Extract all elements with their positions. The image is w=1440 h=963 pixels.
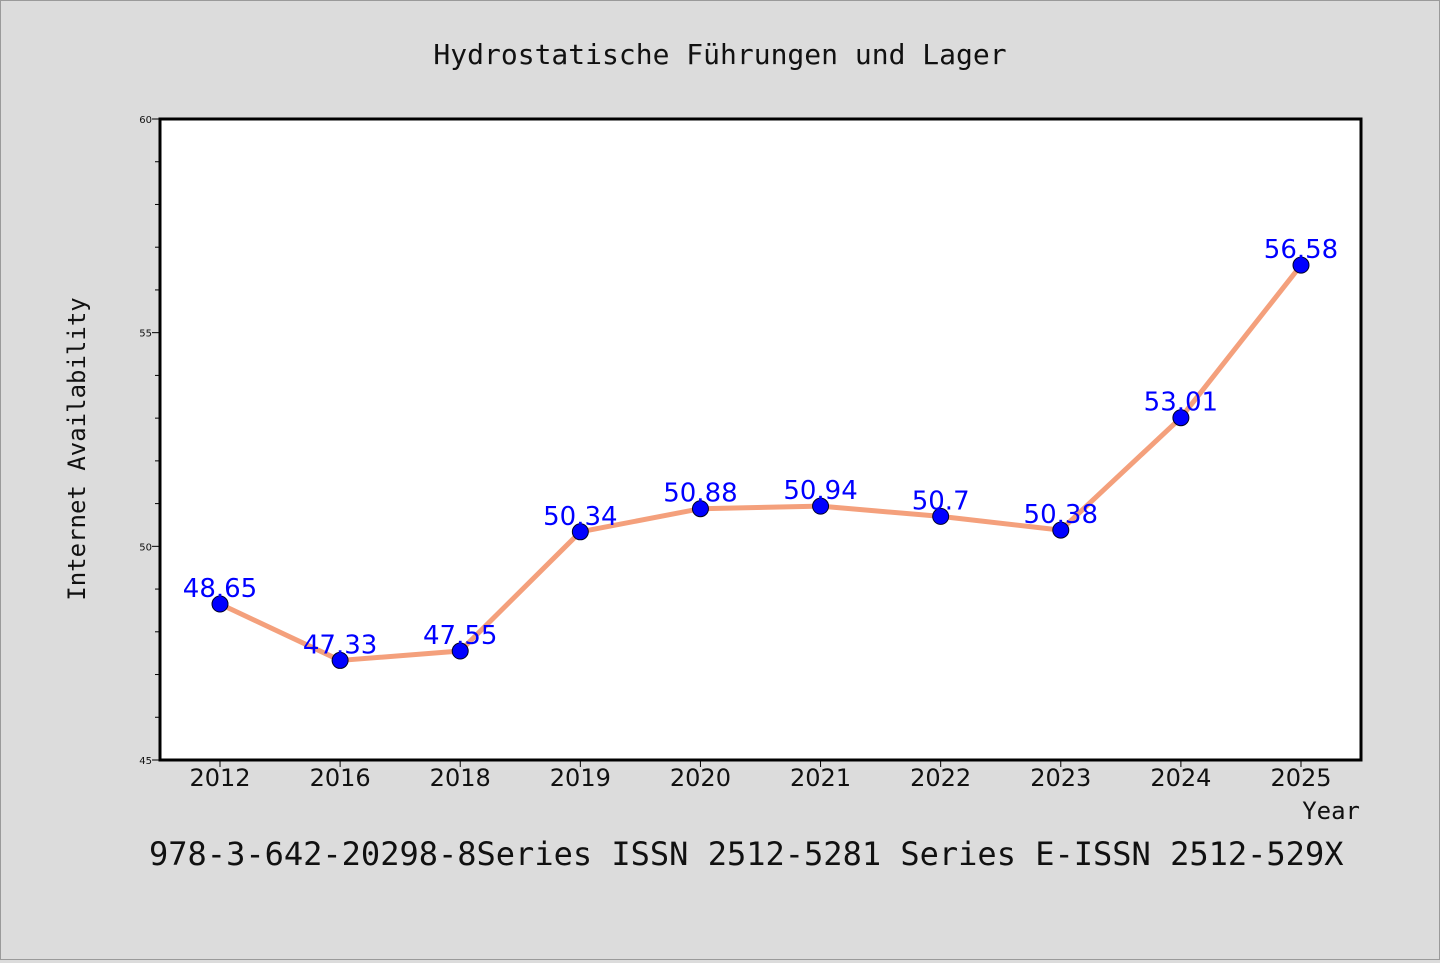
data-point (331, 651, 349, 669)
x-tick-label: 2018 (430, 764, 491, 792)
y-axis: 45 50 55 60 (139, 115, 160, 767)
data-label: 53.01 (1144, 388, 1218, 418)
data-point (691, 500, 709, 518)
data-point (1292, 256, 1310, 274)
data-point (451, 642, 469, 660)
data-label: 50.34 (543, 502, 617, 532)
x-axis-label: Year (1302, 797, 1360, 825)
y-tick-label: 60 (139, 115, 152, 126)
y-tick-label: 50 (139, 542, 152, 553)
chart-title: Hydrostatische Führungen und Lager (433, 38, 1006, 71)
x-tick-label: 2022 (910, 764, 971, 792)
data-point (1052, 521, 1070, 539)
data-point (1172, 409, 1190, 427)
footer-text: 978-3-642-20298-8Series ISSN 2512-5281 S… (149, 835, 1343, 873)
series-line (217, 262, 1304, 663)
x-tick-label: 2019 (550, 764, 611, 792)
data-label: 47.55 (423, 621, 497, 651)
y-axis-label: Internet Availability (63, 297, 91, 600)
x-tick-label: 2021 (790, 764, 851, 792)
data-label: 47.33 (303, 630, 377, 660)
data-point (812, 497, 830, 515)
data-point (571, 523, 589, 541)
x-tick-label: 2020 (670, 764, 731, 792)
data-label: 50.7 (912, 486, 970, 516)
data-label: 50.94 (783, 476, 857, 506)
x-axis: 2012 2016 2018 2019 2020 2021 2022 2023 2024 2025 (189, 760, 1332, 792)
series-group: 48.65 47.33 47.55 50.34 50.88 50.94 50.7 50.38 5… (183, 235, 1338, 669)
x-tick-label: 2024 (1150, 764, 1211, 792)
x-tick-label: 2012 (189, 764, 250, 792)
data-label: 56.58 (1264, 235, 1338, 265)
data-point (932, 507, 950, 525)
data-label: 50.38 (1024, 500, 1098, 530)
data-point (211, 595, 229, 613)
x-tick-label: 2023 (1030, 764, 1091, 792)
y-tick-label: 45 (139, 756, 152, 767)
x-tick-label: 2016 (310, 764, 371, 792)
data-label: 48.65 (183, 574, 257, 604)
y-tick-label: 55 (139, 329, 152, 340)
x-tick-label: 2025 (1270, 764, 1331, 792)
data-label: 50.88 (663, 479, 737, 509)
